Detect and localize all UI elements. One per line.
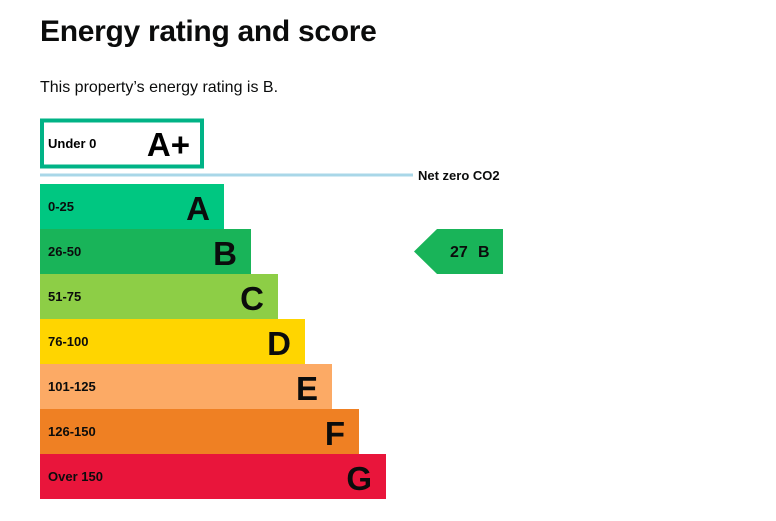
band-letter-c: C bbox=[240, 280, 264, 317]
band-range-g: Over 150 bbox=[48, 469, 103, 484]
band-letter-b: B bbox=[213, 235, 237, 272]
band-letter-g: G bbox=[346, 460, 372, 497]
band-bar-c bbox=[40, 274, 278, 319]
band-letter-f: F bbox=[325, 415, 345, 452]
band-range-a: 0-25 bbox=[48, 199, 74, 214]
band-range-c: 51-75 bbox=[48, 289, 81, 304]
net-zero-label: Net zero CO2 bbox=[418, 168, 500, 183]
band-range-f: 126-150 bbox=[48, 424, 96, 439]
band-range-a-plus: Under 0 bbox=[48, 136, 96, 151]
band-bar-a bbox=[40, 184, 224, 229]
rating-intro: This property’s energy rating is B. bbox=[40, 79, 279, 96]
band-letter-a: A bbox=[186, 190, 210, 227]
band-range-d: 76-100 bbox=[48, 334, 88, 349]
band-range-e: 101-125 bbox=[48, 379, 96, 394]
page-title: Energy rating and score bbox=[40, 15, 377, 48]
band-letter-a-plus: A+ bbox=[147, 126, 190, 163]
current-rating-arrow bbox=[414, 229, 503, 274]
current-rating-letter: B bbox=[478, 244, 490, 261]
current-score: 27 bbox=[450, 244, 468, 261]
band-bar-e bbox=[40, 364, 332, 409]
band-range-b: 26-50 bbox=[48, 244, 81, 259]
band-bar-f bbox=[40, 409, 359, 454]
band-bar-b bbox=[40, 229, 251, 274]
band-bar-a-plus bbox=[40, 118, 204, 169]
band-letter-e: E bbox=[296, 370, 318, 407]
band-bar-d bbox=[40, 319, 305, 364]
band-bar-g bbox=[40, 454, 386, 499]
band-letter-d: D bbox=[267, 325, 291, 362]
